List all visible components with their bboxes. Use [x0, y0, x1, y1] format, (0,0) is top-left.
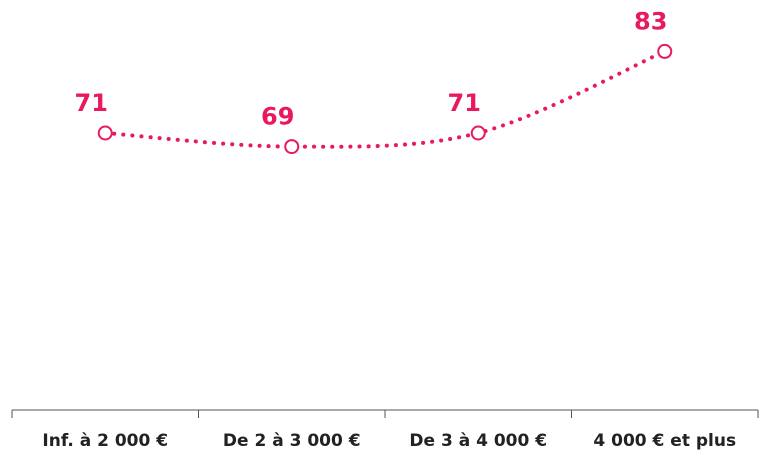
data-label: 71 — [75, 89, 108, 117]
data-point-marker — [284, 139, 300, 155]
data-label: 71 — [448, 89, 481, 117]
markers-group — [97, 43, 673, 155]
x-tick-label: 4 000 € et plus — [593, 431, 736, 451]
data-point-marker — [470, 125, 486, 141]
data-point-marker — [657, 43, 673, 59]
data-label: 69 — [261, 103, 294, 131]
value-labels-group: 71 69 71 83 — [75, 7, 668, 130]
data-label: 83 — [634, 7, 667, 35]
series-line — [103, 49, 667, 149]
x-tick-label: De 2 à 3 000 € — [223, 431, 361, 451]
x-tick-label: De 3 à 4 000 € — [409, 431, 547, 451]
x-axis — [11, 409, 759, 418]
x-tick-label: Inf. à 2 000 € — [42, 431, 168, 451]
tick-labels-group: Inf. à 2 000 € De 2 à 3 000 € De 3 à 4 000… — [42, 431, 736, 451]
data-point-marker — [97, 125, 113, 141]
series-line-group — [103, 49, 667, 149]
